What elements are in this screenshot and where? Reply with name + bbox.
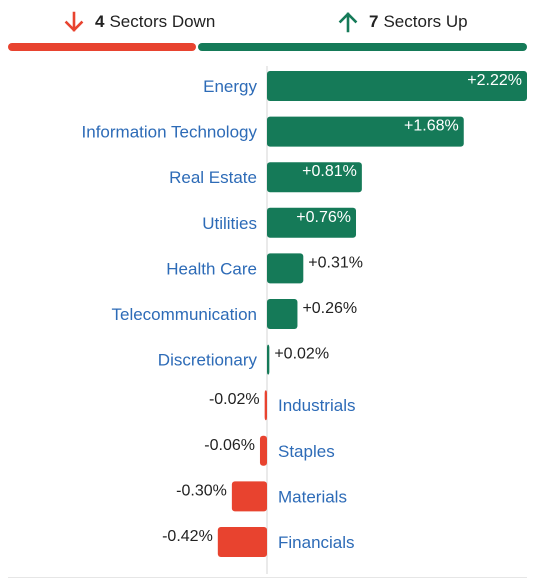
bar-energy[interactable] <box>267 71 527 101</box>
bar-utilities[interactable] <box>267 207 357 238</box>
bar-discretionary[interactable] <box>267 344 270 375</box>
value-label: -0.06% <box>204 437 255 454</box>
value-label: +2.22% <box>467 72 522 89</box>
category-label[interactable]: Energy <box>203 77 257 96</box>
value-label: -0.02% <box>209 391 260 408</box>
value-label: -0.42% <box>162 528 213 545</box>
category-label[interactable]: Information Technology <box>82 123 258 142</box>
category-label[interactable]: Health Care <box>166 259 257 278</box>
arrow-up-icon <box>338 12 358 33</box>
category-label[interactable]: Real Estate <box>169 168 257 187</box>
bar-industrials[interactable] <box>264 390 267 421</box>
value-label: +0.81% <box>302 163 357 180</box>
sectors-up-proportion-bar <box>198 43 527 51</box>
bar-real-estate[interactable] <box>267 162 362 193</box>
value-label: +1.68% <box>404 118 459 135</box>
category-label[interactable]: Telecommunication <box>111 305 257 324</box>
bar-information-technology[interactable] <box>267 116 464 147</box>
sectors-up-count: 7 <box>369 12 379 31</box>
sector-performance-chart: Energy +2.22% Information Technology +1.68%… <box>82 66 527 574</box>
sector-summary-header: 4 Sectors Down 7 Sectors Up <box>0 0 555 56</box>
sectors-up-label: Sectors Up <box>383 12 468 31</box>
value-label: +0.31% <box>308 254 363 271</box>
category-label[interactable]: Industrials <box>278 396 355 415</box>
arrow-down-icon <box>64 11 84 32</box>
bar-telecommunication[interactable] <box>267 299 298 329</box>
sectors-down-summary: 4 Sectors Down <box>62 8 215 36</box>
bar-materials[interactable] <box>231 481 267 512</box>
category-label[interactable]: Financials <box>278 533 355 552</box>
value-label: +0.26% <box>302 300 357 317</box>
bottom-divider <box>8 577 527 578</box>
bar-health-care[interactable] <box>267 253 304 284</box>
category-label[interactable]: Materials <box>278 487 347 506</box>
bar-financials[interactable] <box>217 527 267 557</box>
sectors-down-proportion-bar <box>8 43 196 51</box>
sectors-down-label: Sectors Down <box>109 12 216 31</box>
bar-staples[interactable] <box>259 435 267 466</box>
sectors-up-summary: 7 Sectors Up <box>336 8 468 36</box>
value-label: +0.02% <box>274 346 329 363</box>
value-label: -0.30% <box>176 482 227 499</box>
category-label[interactable]: Staples <box>278 442 335 461</box>
category-label[interactable]: Utilities <box>202 214 257 233</box>
value-label: +0.76% <box>296 209 351 226</box>
category-label[interactable]: Discretionary <box>158 351 258 370</box>
sectors-down-count: 4 <box>95 12 105 31</box>
